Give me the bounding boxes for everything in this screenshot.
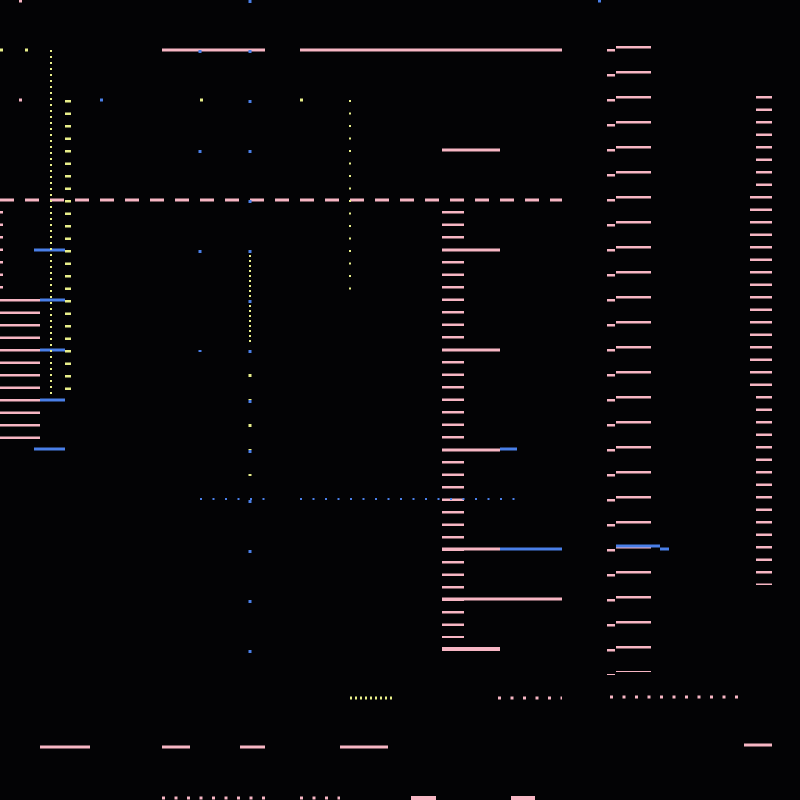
canvas [0, 0, 800, 800]
page [0, 0, 800, 800]
background [0, 0, 800, 800]
